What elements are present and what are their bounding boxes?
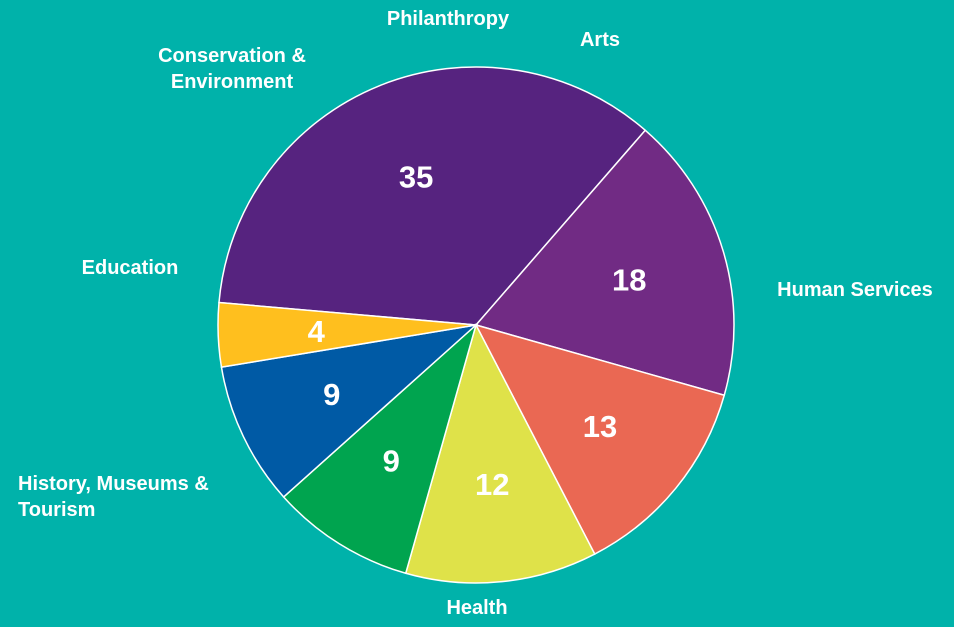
category-label-arts: Arts [580, 29, 620, 51]
pie-slices [217, 66, 735, 584]
value-label-human-services: 35 [399, 160, 433, 195]
slice-history-museums-tourism [474, 323, 726, 556]
category-labels: Human Services Health History, Museums & To… [18, 8, 933, 619]
slice-arts [217, 301, 477, 369]
slice-philanthropy [220, 323, 479, 499]
value-label-education: 12 [475, 467, 509, 502]
value-label-arts: 4 [308, 314, 326, 349]
slice-human-services [218, 66, 647, 326]
value-label-health: 18 [612, 262, 646, 297]
value-labels: 35 18 13 12 9 9 4 [308, 160, 647, 502]
category-label-history-museums-tourism: History, Museums & Tourism [18, 473, 209, 521]
category-label-health: Health [446, 597, 507, 619]
value-label-history-museums-tourism: 13 [583, 409, 617, 444]
category-label-conservation-environment: Conservation & Environment [158, 45, 306, 93]
category-label-human-services: Human Services [777, 279, 933, 301]
slice-education [404, 322, 596, 584]
slice-health [474, 129, 735, 397]
value-label-philanthropy: 9 [323, 377, 340, 412]
value-label-conservation-environment: 9 [383, 444, 400, 479]
slice-conservation-environment [282, 322, 478, 575]
category-label-philanthropy: Philanthropy [387, 8, 510, 30]
category-label-education: Education [82, 257, 179, 279]
